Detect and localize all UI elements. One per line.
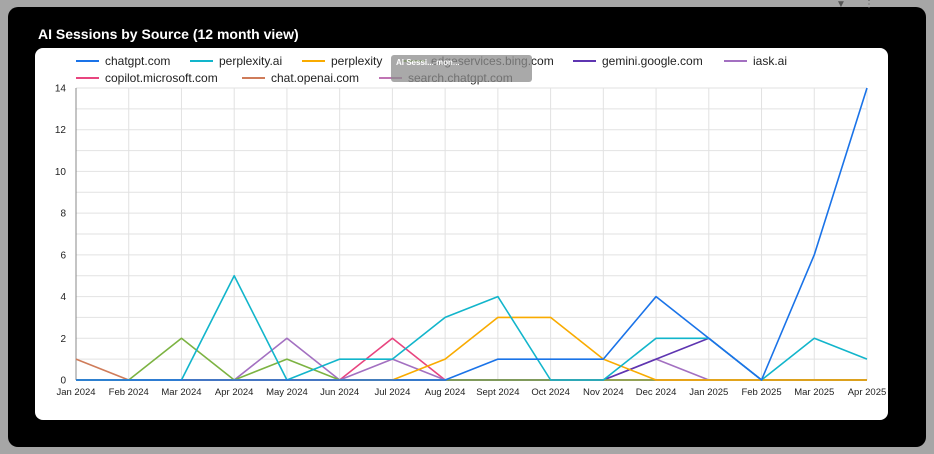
y-tick-label: 14 xyxy=(55,84,67,95)
legend-label: chatgpt.com xyxy=(105,54,171,68)
y-tick-label: 10 xyxy=(55,167,67,178)
legend-label: chat.openai.com xyxy=(271,71,360,85)
legend-swatch xyxy=(190,60,213,62)
y-tick-label: 0 xyxy=(60,376,66,387)
x-tick-label: Jun 2024 xyxy=(320,387,359,398)
legend-label: iask.ai xyxy=(753,54,788,68)
legend-swatch xyxy=(724,60,747,62)
x-tick-label: May 2024 xyxy=(266,387,308,398)
y-tick-label: 2 xyxy=(60,334,66,345)
y-tick-label: 4 xyxy=(60,292,66,303)
series-line xyxy=(76,274,868,381)
grid-lines xyxy=(75,87,868,381)
series-line xyxy=(76,87,868,381)
more-options-icon[interactable]: ⋮ xyxy=(864,0,874,10)
legend-label: perplexity xyxy=(331,54,383,68)
y-tick-label: 12 xyxy=(55,125,67,136)
x-tick-label: Oct 2024 xyxy=(531,387,570,398)
x-tick-label: Jan 2025 xyxy=(689,387,728,398)
x-tick-label: Dec 2024 xyxy=(636,387,677,398)
filter-icon[interactable]: ▼ xyxy=(836,0,846,10)
x-tick-label: Nov 2024 xyxy=(583,387,624,398)
legend-swatch xyxy=(242,77,265,79)
legend-label: perplexity.ai xyxy=(219,54,283,68)
series-lines xyxy=(75,87,868,381)
y-tick-label: 8 xyxy=(60,209,66,220)
x-tick-label: Apr 2025 xyxy=(848,387,887,398)
x-tick-label: Jul 2024 xyxy=(374,387,410,398)
x-tick-label: Feb 2024 xyxy=(109,387,149,398)
hover-tooltip: AI Sessi... mon... xyxy=(391,55,532,82)
x-tick-label: Jan 2024 xyxy=(56,387,95,398)
legend-swatch xyxy=(302,60,325,62)
x-tick-label: Mar 2025 xyxy=(794,387,834,398)
legend-label: copilot.microsoft.com xyxy=(105,71,218,85)
legend-swatch xyxy=(379,77,402,79)
legend-swatch xyxy=(76,77,99,79)
x-axis: Jan 2024 Feb 2024 Mar 2024 Apr 2024 May 2024… xyxy=(56,387,886,398)
legend-swatch xyxy=(76,60,99,62)
x-tick-label: Apr 2024 xyxy=(215,387,254,398)
y-axis: 0 2 4 6 8 10 12 14 xyxy=(55,84,67,387)
x-tick-label: Sept 2024 xyxy=(476,387,519,398)
legend-swatch xyxy=(573,60,596,62)
legend-label: gemini.google.com xyxy=(602,54,703,68)
y-tick-label: 6 xyxy=(60,250,66,261)
panel-toolbar: ▼ ⋮ xyxy=(836,0,876,12)
x-tick-label: Aug 2024 xyxy=(425,387,466,398)
x-tick-label: Mar 2024 xyxy=(161,387,201,398)
chart-title: AI Sessions by Source (12 month view) xyxy=(38,26,299,42)
x-tick-label: Feb 2025 xyxy=(741,387,781,398)
